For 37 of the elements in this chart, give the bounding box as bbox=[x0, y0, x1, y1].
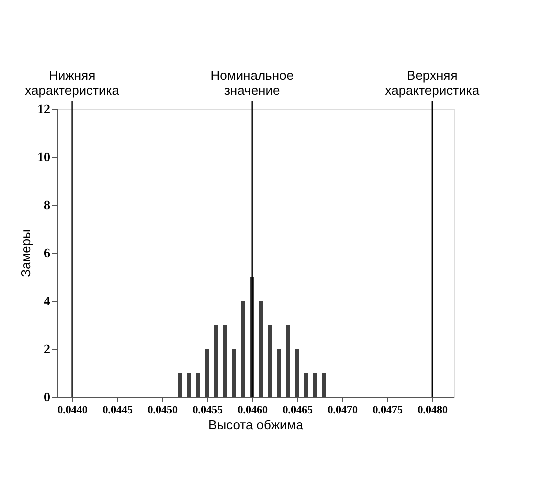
y-tick-label: 10 bbox=[38, 150, 50, 164]
x-tick-label: 0.0480 bbox=[418, 404, 449, 416]
bar bbox=[295, 349, 300, 397]
bar bbox=[178, 373, 182, 397]
y-tick-label: 6 bbox=[44, 246, 51, 260]
y-tick-label: 12 bbox=[38, 102, 50, 116]
bar bbox=[322, 373, 326, 397]
y-axis-title: Замеры bbox=[18, 230, 34, 278]
x-axis-title: Высота обжима bbox=[208, 418, 304, 432]
bar bbox=[304, 373, 308, 397]
y-tick-label: 2 bbox=[44, 342, 50, 356]
ref-line-label: Номинальное значение bbox=[210, 68, 294, 98]
x-tick-label: 0.0460 bbox=[238, 404, 268, 416]
bar bbox=[232, 349, 236, 397]
bar bbox=[196, 373, 200, 397]
bar bbox=[241, 301, 246, 397]
y-tick-label: 0 bbox=[44, 390, 50, 404]
ref-line-label: Нижняя характеристика bbox=[25, 68, 120, 98]
x-tick-label: 0.0465 bbox=[282, 404, 314, 416]
bar bbox=[205, 349, 210, 397]
bar bbox=[223, 325, 228, 397]
bar bbox=[313, 373, 318, 397]
bar bbox=[286, 325, 290, 397]
x-tick-label: 0.0440 bbox=[58, 404, 88, 416]
x-tick-label: 0.0470 bbox=[328, 404, 358, 416]
y-tick-label: 8 bbox=[44, 198, 51, 212]
bar bbox=[277, 349, 282, 397]
x-tick-label: 0.0455 bbox=[192, 404, 224, 416]
bar bbox=[268, 325, 272, 397]
bar bbox=[214, 325, 218, 397]
bar bbox=[187, 373, 192, 397]
bar bbox=[259, 301, 264, 397]
ref-line-label: Верхняя характеристика bbox=[385, 68, 480, 98]
x-tick-label: 0.0475 bbox=[372, 404, 404, 416]
x-tick-label: 0.0445 bbox=[102, 404, 134, 416]
y-tick-label: 4 bbox=[44, 294, 51, 308]
x-tick-label: 0.0450 bbox=[148, 404, 178, 416]
